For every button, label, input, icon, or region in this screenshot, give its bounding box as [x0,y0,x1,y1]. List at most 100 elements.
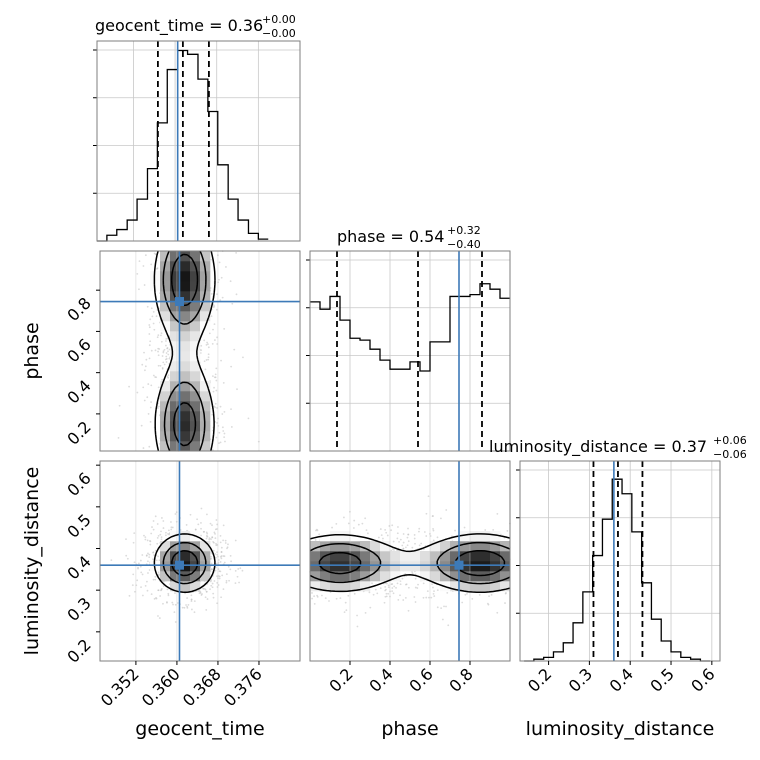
sample-point-time-phase-827 [213,339,216,341]
sample-point-time-distance-889 [211,536,214,539]
sample-point-time-phase-367 [147,413,150,415]
sample-point-phase-distance-153 [347,594,350,597]
sample-point-phase-distance-818 [414,577,417,580]
panel-geocent-time-vs-phase [99,250,301,452]
xtick-label-geocent-time-1: 0.360 [138,664,184,710]
heat-cell-time-phase-8-19 [180,251,191,262]
sample-point-time-distance-772 [224,539,227,542]
heat-cell-time-distance-7-11 [170,541,181,552]
sample-point-time-distance-678 [154,578,157,581]
sample-point-phase-distance-188 [404,596,407,599]
sample-point-time-distance-757 [149,540,151,542]
sample-point-time-phase-164 [156,336,159,339]
sample-point-time-distance-376 [174,592,176,595]
heat-cell-phase-distance-2-12 [330,531,341,542]
sample-point-phase-distance-129 [430,596,433,599]
sample-point-phase-distance-249 [316,595,319,598]
sample-point-phase-distance-311 [368,591,371,594]
sample-point-time-distance-854 [210,562,213,565]
sample-point-time-phase-363 [146,305,149,308]
sample-point-phase-distance-467 [499,533,502,536]
sample-point-time-phase-821 [214,373,217,376]
heat-cell-phase-distance-5-11 [360,541,371,552]
sample-point-time-distance-571 [210,555,212,558]
sample-point-time-phase-379 [207,346,210,349]
heat-cell-time-phase-7-7 [170,371,181,382]
sample-point-phase-distance-269 [353,592,356,595]
sample-point-time-distance-498 [205,534,208,537]
heat-cell-phase-distance-11-9 [420,561,431,572]
sample-point-phase-distance-730 [418,544,421,547]
sample-point-time-distance-547 [229,568,232,571]
sample-point-time-distance-150 [152,551,155,554]
heat-cell-time-phase-7-19 [170,251,181,262]
heat-cell-phase-distance-3-8 [340,571,351,582]
sample-point-time-distance-864 [157,571,160,574]
sample-point-time-phase-425 [157,354,160,357]
sample-point-time-phase-547 [215,379,218,382]
heat-cell-time-distance-7-7 [170,581,181,592]
heat-cell-phase-distance-16-12 [470,531,481,542]
sample-point-phase-distance-540 [436,606,439,609]
ytick-label-phase-1: 0.4 [63,376,94,407]
sample-point-time-distance-212 [228,579,230,582]
sample-point-time-phase-390 [211,342,214,345]
sample-point-time-distance-762 [220,596,223,599]
sample-point-time-phase-137 [165,361,168,363]
sample-point-time-phase-804 [150,349,153,352]
heat-cell-phase-distance-17-8 [480,571,491,582]
sample-point-time-phase-586 [207,353,210,356]
sample-point-time-phase-740 [216,343,219,345]
sample-point-time-distance-39 [146,589,149,592]
sample-point-time-distance-720 [210,551,213,554]
heat-cell-time-phase-9-6 [190,381,201,392]
sample-point-time-phase-101 [167,350,169,353]
ytick-label-luminosity-distance-0: 0.2 [63,635,94,666]
sample-point-time-distance-107 [204,596,207,599]
sample-point-time-distance-694 [162,527,165,529]
sample-point-time-phase-233 [242,356,244,359]
sample-point-phase-distance-618 [344,601,347,604]
sample-point-time-distance-482 [214,537,217,540]
sample-point-time-distance-870 [146,580,148,583]
heat-cell-phase-distance-8-8 [390,571,401,582]
heat-cell-time-distance-8-8 [180,571,191,582]
heat-cell-phase-distance-7-10 [380,551,391,562]
heat-cell-phase-distance-14-10 [450,551,461,562]
heat-cell-phase-distance-12-10 [430,551,441,562]
xlabel-phase: phase [381,718,438,740]
sample-point-time-phase-212 [141,363,144,366]
truth-geocent-time-luminosity-distance [100,461,300,661]
heat-cell-time-phase-9-14 [190,301,201,312]
sample-point-time-distance-322 [190,600,193,602]
sample-point-time-phase-430 [221,296,224,299]
title-luminosity-distance-plus: +0.06 [713,434,747,447]
sample-point-phase-distance-123 [384,586,387,588]
sample-point-time-distance-253 [225,579,228,582]
sample-point-time-distance-818 [222,539,225,542]
heat-cell-phase-distance-2-7 [330,581,341,592]
heat-cell-phase-distance-12-8 [430,571,441,582]
heat-cell-phase-distance-4-8 [350,571,361,582]
sample-point-phase-distance-569 [399,538,402,541]
heat-cell-time-phase-8-1 [180,431,191,442]
sample-point-phase-distance-92 [384,589,387,592]
sample-point-time-distance-885 [185,524,188,526]
sample-point-phase-distance-696 [402,533,405,535]
sample-point-phase-distance-363 [339,597,342,600]
sample-point-time-distance-715 [200,594,203,596]
hist-bar-phase-15 [460,296,470,451]
contour-phase-distance-1 [309,541,511,585]
sample-point-time-phase-873 [166,347,169,350]
sample-point-time-distance-144 [221,574,224,577]
sample-point-phase-distance-778 [385,531,388,534]
hist-bar-geocent-time-7 [167,70,177,241]
sample-point-time-distance-205 [200,527,202,530]
sample-point-time-phase-11 [162,350,165,353]
heat-cell-time-phase-7-12 [170,321,181,332]
heat-cell-time-phase-10-5 [200,391,211,402]
heat-cell-phase-distance-17-11 [480,541,491,552]
sample-point-time-distance-509 [144,585,147,587]
sample-point-time-distance-255 [172,603,174,606]
sample-point-time-distance-51 [202,587,205,590]
